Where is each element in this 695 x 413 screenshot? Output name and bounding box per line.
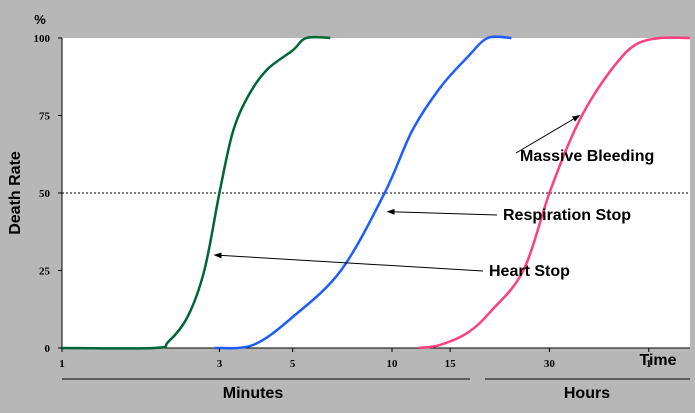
series-line-heart-stop xyxy=(61,35,331,350)
y-unit-label: % xyxy=(34,12,46,27)
x-axis-label: Time xyxy=(639,352,676,369)
annotation-label: Heart Stop xyxy=(489,263,570,280)
x-tick-label: 1 xyxy=(59,358,65,370)
x-tick-label: 15 xyxy=(445,358,457,370)
y-axis-label: Death Rate xyxy=(7,151,24,235)
annotation-label: Massive Bleeding xyxy=(520,148,654,165)
hours-label: Hours xyxy=(564,385,610,402)
annotation-arrow xyxy=(515,114,581,154)
x-tick-label: 30 xyxy=(544,358,556,370)
annotation-arrow xyxy=(386,208,498,216)
x-tick-label: 10 xyxy=(386,358,398,370)
y-tick-label: 75 xyxy=(39,111,51,123)
x-tick-label: 1 xyxy=(646,358,652,370)
y-tick-label: 100 xyxy=(34,33,51,45)
annotation-arrow xyxy=(213,252,484,272)
series-line-massive-bleeding xyxy=(417,36,691,350)
series-line-respiration-stop xyxy=(214,35,512,350)
y-tick-label: 0 xyxy=(45,343,51,355)
x-tick-label: 3 xyxy=(217,358,223,370)
y-tick-label: 25 xyxy=(39,266,51,278)
x-tick-label: 5 xyxy=(290,358,296,370)
annotation-label: Respiration Stop xyxy=(503,207,631,224)
minutes-label: Minutes xyxy=(223,385,284,402)
y-tick-label: 50 xyxy=(39,188,51,200)
